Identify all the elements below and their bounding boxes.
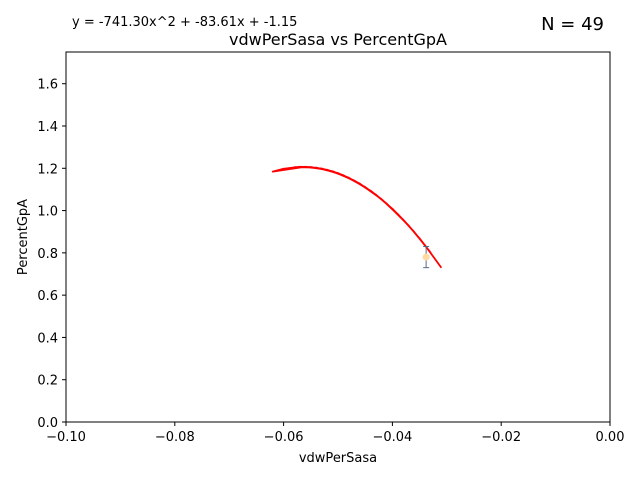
y-tick-label: 0.6 [37,289,58,304]
x-axis-label: vdwPerSasa [299,451,377,466]
y-tick-label: 0.4 [37,331,58,346]
y-tick-label: 0.8 [37,247,58,262]
x-tick-label: −0.08 [155,430,195,445]
data-point [422,253,430,261]
x-tick-label: −0.10 [46,430,86,445]
x-tick-label: −0.04 [372,430,412,445]
y-tick-label: 1.6 [37,78,58,93]
fit-equation: y = -741.30x^2 + -83.61x + -1.15 [72,15,297,30]
x-tick-label: 0.00 [596,430,625,445]
y-tick-label: 0.0 [37,416,58,431]
fit-line [271,165,443,269]
y-tick-label: 1.0 [37,205,58,220]
y-axis-label: PercentGpA [16,199,31,275]
plot-area: −0.10 −0.08 −0.06 −0.04 −0.02 0.00 0.0 0.2 0.4 0.… [37,51,625,445]
axes-frame [65,51,611,423]
sample-count: N = 49 [541,14,604,35]
x-tick-label: −0.06 [264,430,304,445]
x-tick-label: −0.02 [481,430,521,445]
chart-title: vdwPerSasa vs PercentGpA [229,30,447,49]
y-tick-label: 1.2 [37,162,58,177]
y-tick-label: 0.2 [37,374,58,389]
y-tick-label: 1.4 [37,120,58,135]
